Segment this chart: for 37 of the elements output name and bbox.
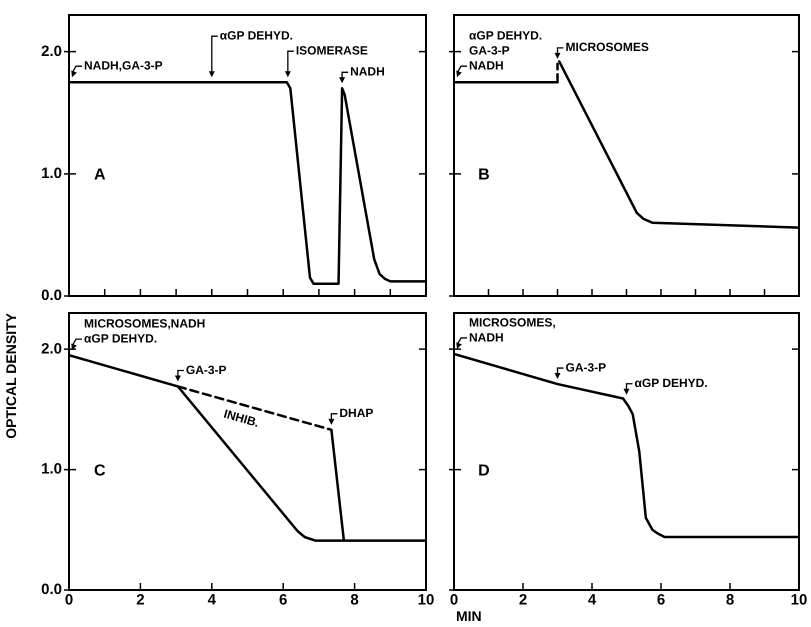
annotation: C	[94, 462, 106, 480]
annotation: DHAP	[339, 406, 374, 420]
x-tick-label: 2	[136, 592, 145, 609]
annotation: GA-3-P	[186, 362, 227, 377]
x-tick-label: 6	[656, 592, 666, 609]
annotation: αGP DEHYD. GA-3-P NADH	[469, 28, 542, 73]
x-tick-label: 0	[450, 592, 458, 609]
x-tick-label: 10	[790, 592, 808, 609]
annotation: NADH	[350, 64, 385, 79]
annotation: NADH,GA-3-P	[84, 58, 163, 73]
annotation: αGP DEHYD.	[220, 28, 293, 43]
text: INHIB.	[222, 406, 261, 430]
annotation: GA-3-P	[566, 360, 606, 374]
annotation: D	[478, 462, 490, 480]
annotation: MICROSOMES,NADH αGP DEHYD.	[84, 316, 206, 346]
x-tick-label: 0	[64, 592, 74, 609]
y-tick-label: 2.0	[41, 340, 62, 358]
x-tick-label: 4	[588, 592, 597, 609]
y-tick-label: 2.0	[41, 42, 62, 60]
annotation: ISOMERASE	[296, 44, 368, 58]
x-tick-label: 8	[726, 592, 734, 609]
x-tick-label: 2	[518, 592, 528, 609]
x-tick-label: 6	[279, 592, 288, 609]
annotation: A	[94, 166, 106, 184]
annotation: MICROSOMES, NADH	[469, 315, 556, 344]
annotation: αGP DEHYD.	[634, 376, 708, 390]
y-axis-title: OPTICAL DENSITY	[2, 312, 19, 439]
annotation: B	[478, 166, 490, 184]
y-tick-label: 0.0	[41, 581, 62, 598]
annotation: MICROSOMES	[566, 40, 649, 54]
y-tick-label: 1.0	[41, 460, 62, 478]
x-tick-label: 8	[350, 592, 359, 609]
x-tick-label: 4	[208, 592, 217, 609]
y-tick-label: 0.0	[41, 287, 62, 304]
x-axis-title: MIN	[456, 608, 482, 624]
y-tick-label: 1.0	[41, 164, 62, 182]
x-tick-label: 10	[418, 592, 434, 609]
